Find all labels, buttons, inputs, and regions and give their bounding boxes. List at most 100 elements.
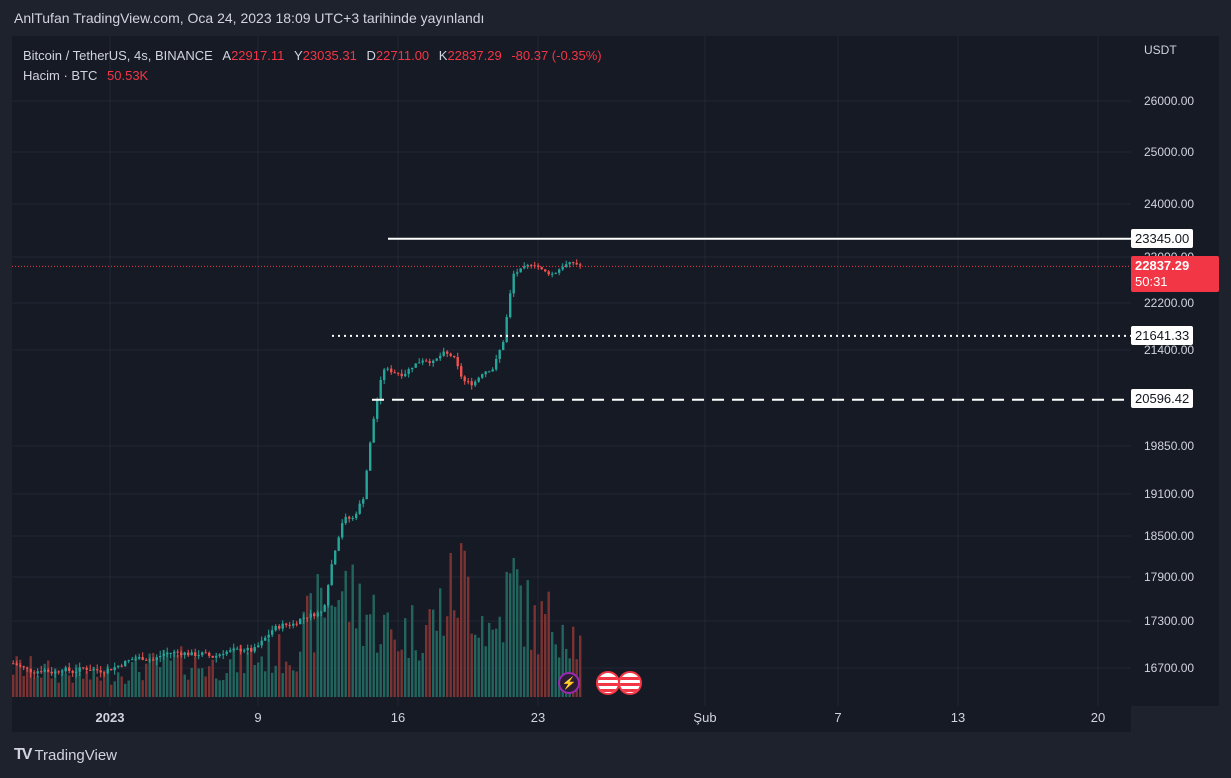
candle-body [166, 653, 169, 655]
tradingview-logo[interactable]: TV TradingView [14, 746, 117, 764]
volume-bar [26, 669, 29, 697]
us-flag-icon[interactable] [618, 671, 642, 695]
candle-body [43, 669, 46, 672]
volume-bar [537, 654, 540, 697]
volume-bar [397, 651, 400, 697]
volume-bar [477, 637, 480, 697]
price-tick-label: 17900.00 [1144, 570, 1194, 584]
candle-body [463, 376, 466, 382]
candle-body [425, 360, 428, 362]
volume-value: 50.53K [107, 68, 149, 83]
volume-bar [516, 569, 519, 697]
volume-bar [330, 605, 333, 697]
candle-body [358, 503, 361, 514]
high-value: 23035.31 [302, 48, 357, 63]
volume-bar [393, 639, 396, 697]
candle-body [540, 267, 543, 270]
volume-bar [390, 629, 393, 697]
candle-body [505, 317, 508, 343]
candle-body [446, 351, 449, 354]
candle-body [481, 374, 484, 378]
volume-bar [418, 660, 421, 697]
volume-bar [379, 644, 382, 697]
time-tick-label: Şub [693, 710, 716, 725]
candle-body [533, 265, 536, 267]
volume-bar [271, 672, 274, 697]
symbol-name[interactable]: Bitcoin / TetherUS, 4s, BINANCE [23, 48, 213, 63]
candle-body [173, 651, 176, 654]
volume-bar [278, 634, 281, 697]
volume-bar [40, 677, 43, 697]
open-label: A [222, 48, 232, 63]
volume-bar [264, 671, 267, 697]
price-axis[interactable]: 26000.0025000.0024000.0023000.0022200.00… [1131, 36, 1219, 706]
candle-body [470, 381, 473, 386]
volume-bar [470, 633, 473, 697]
volume-bar [551, 632, 554, 697]
volume-bar [540, 601, 543, 697]
candle-body [544, 269, 547, 272]
us-flag-icon[interactable] [596, 671, 620, 695]
volume-label[interactable]: Hacim · BTC [23, 68, 98, 83]
volume-bar [309, 593, 312, 697]
volume-bar [54, 668, 57, 697]
candle-body [89, 669, 92, 671]
candle-body [99, 670, 102, 673]
volume-bar [232, 647, 235, 697]
volume-bar [33, 678, 36, 697]
volume-bar [229, 659, 232, 697]
volume-bar [369, 614, 372, 697]
low-label: D [366, 48, 376, 63]
time-axis-labels: 2023 9 16 23 Şub 7 13 20 [96, 710, 1106, 725]
candle-body [414, 363, 417, 368]
volume-bar [463, 550, 466, 697]
candle-body [250, 647, 253, 652]
candle-body [68, 667, 71, 671]
volume-bar [344, 570, 347, 697]
candle-body [260, 640, 263, 646]
candle-body [498, 349, 501, 359]
volume-bar [299, 651, 302, 697]
candle-body [421, 360, 424, 363]
candle-body [187, 652, 190, 656]
candle-body [232, 648, 235, 651]
volume-bar [288, 665, 291, 697]
candle-body [218, 654, 221, 656]
candle-body [393, 372, 396, 374]
candle-body [211, 655, 214, 658]
candle-body [236, 648, 239, 650]
currency-label[interactable]: USDT [1144, 43, 1177, 57]
candle-body [558, 269, 561, 273]
volume-bar [152, 652, 155, 697]
lightning-icon[interactable]: ⚡ [558, 672, 580, 694]
candle-body [320, 611, 323, 613]
volume-bar [183, 674, 186, 697]
chart-area[interactable] [12, 36, 1131, 732]
volume-bar [120, 676, 123, 697]
volume-bar [222, 680, 225, 697]
candle-body [523, 266, 526, 269]
volume-bar [498, 616, 501, 697]
time-axis[interactable]: 2023 9 16 23 Şub 7 13 20 [12, 706, 1131, 732]
tradingview-wordmark: TradingView [34, 746, 117, 764]
candle-body [19, 665, 22, 667]
chart-legend: Bitcoin / TetherUS, 4s, BINANCE A22917.1… [23, 46, 602, 86]
candle-body [376, 400, 379, 419]
candle-body [579, 264, 582, 266]
candlestick-chart[interactable] [12, 36, 1131, 706]
volume-bar [173, 652, 176, 697]
volume-bar [323, 617, 326, 697]
candle-body [348, 516, 351, 519]
volume-bar [411, 605, 414, 697]
candle-body [57, 671, 60, 673]
candle-body [71, 670, 74, 673]
candle-body [180, 652, 183, 656]
candle-body [134, 658, 137, 660]
candle-body [449, 353, 452, 356]
candle-body [176, 651, 179, 653]
candle-body [316, 612, 319, 617]
volume-bar [505, 571, 508, 697]
candle-body [306, 617, 309, 619]
volume-bar [414, 650, 417, 697]
volume-bar [166, 651, 169, 697]
